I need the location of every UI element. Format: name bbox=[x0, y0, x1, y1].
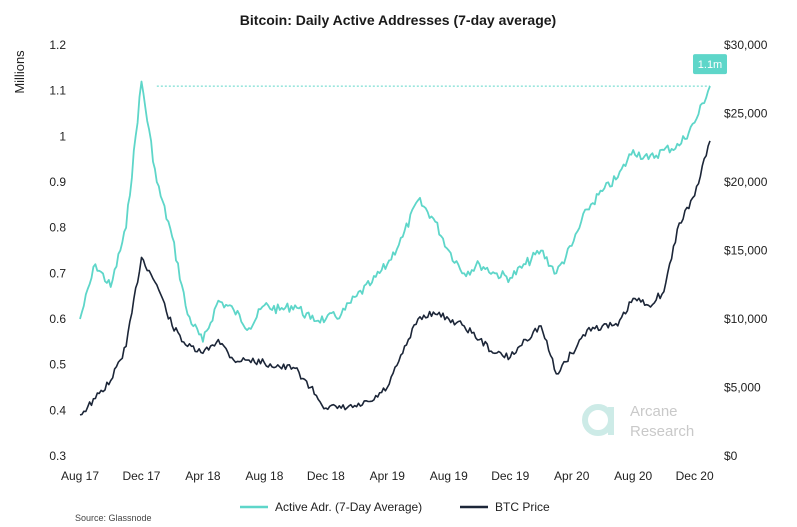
value-badge: 1.1m bbox=[693, 54, 727, 75]
watermark-line2: Research bbox=[630, 423, 694, 440]
chart-title: Bitcoin: Daily Active Addresses (7-day a… bbox=[240, 12, 556, 28]
y-axis-label: Millions bbox=[12, 50, 27, 94]
x-tick-label: Apr 20 bbox=[554, 469, 590, 483]
x-tick-label: Apr 19 bbox=[370, 469, 406, 483]
y2-tick-label: $0 bbox=[724, 449, 738, 463]
x-tick-label: Aug 20 bbox=[614, 469, 652, 483]
y-tick-label: 0.6 bbox=[49, 312, 66, 326]
y-tick-label: 1.1 bbox=[49, 84, 66, 98]
y-tick-label: 0.4 bbox=[49, 403, 66, 417]
legend-label-btc-price: BTC Price bbox=[495, 500, 550, 514]
y2-tick-label: $10,000 bbox=[724, 312, 768, 326]
x-tick-label: Aug 18 bbox=[245, 469, 283, 483]
x-tick-label: Dec 18 bbox=[307, 469, 345, 483]
watermark-line1: Arcane bbox=[630, 403, 678, 420]
watermark: Arcane Research bbox=[582, 403, 694, 440]
arcane-logo-icon bbox=[582, 404, 614, 436]
y2-tick-label: $25,000 bbox=[724, 107, 768, 121]
y-tick-label: 0.8 bbox=[49, 221, 66, 235]
y2-tick-label: $20,000 bbox=[724, 175, 768, 189]
source-note: Source: Glassnode bbox=[75, 513, 152, 523]
series-line-active-addresses bbox=[79, 80, 711, 343]
y-tick-label: 0.9 bbox=[49, 175, 66, 189]
y-tick-label: 0.3 bbox=[49, 449, 66, 463]
value-badge-label: 1.1m bbox=[698, 59, 722, 71]
x-tick-label: Dec 20 bbox=[676, 469, 714, 483]
y2-tick-label: $5,000 bbox=[724, 381, 761, 395]
x-tick-label: Apr 18 bbox=[185, 469, 221, 483]
legend: Active Adr. (7-Day Average) BTC Price bbox=[240, 500, 550, 514]
y2-axis-ticks: $30,000 $25,000 $20,000 $15,000 $10,000 $5,00… bbox=[724, 38, 768, 463]
legend-label-active-addresses: Active Adr. (7-Day Average) bbox=[275, 500, 422, 514]
series-line-btc-price bbox=[79, 140, 711, 416]
x-tick-label: Dec 19 bbox=[491, 469, 529, 483]
x-tick-label: Dec 17 bbox=[122, 469, 160, 483]
y-tick-label: 0.7 bbox=[49, 266, 66, 280]
y-tick-label: 0.5 bbox=[49, 358, 66, 372]
y2-tick-label: $30,000 bbox=[724, 38, 768, 52]
y2-tick-label: $15,000 bbox=[724, 244, 768, 258]
x-tick-label: Aug 19 bbox=[430, 469, 468, 483]
x-tick-label: Aug 17 bbox=[61, 469, 99, 483]
value-badge-box bbox=[693, 54, 727, 75]
y-tick-label: 1.2 bbox=[49, 38, 66, 52]
y-tick-label: 1 bbox=[59, 129, 66, 143]
x-axis-ticks: Aug 17 Dec 17 Apr 18 Aug 18 Dec 18 Apr 19 Aug … bbox=[61, 469, 714, 483]
y-axis-ticks: 1.2 1.1 1 0.9 0.8 0.7 0.6 0.5 0.4 0.3 bbox=[49, 38, 66, 463]
